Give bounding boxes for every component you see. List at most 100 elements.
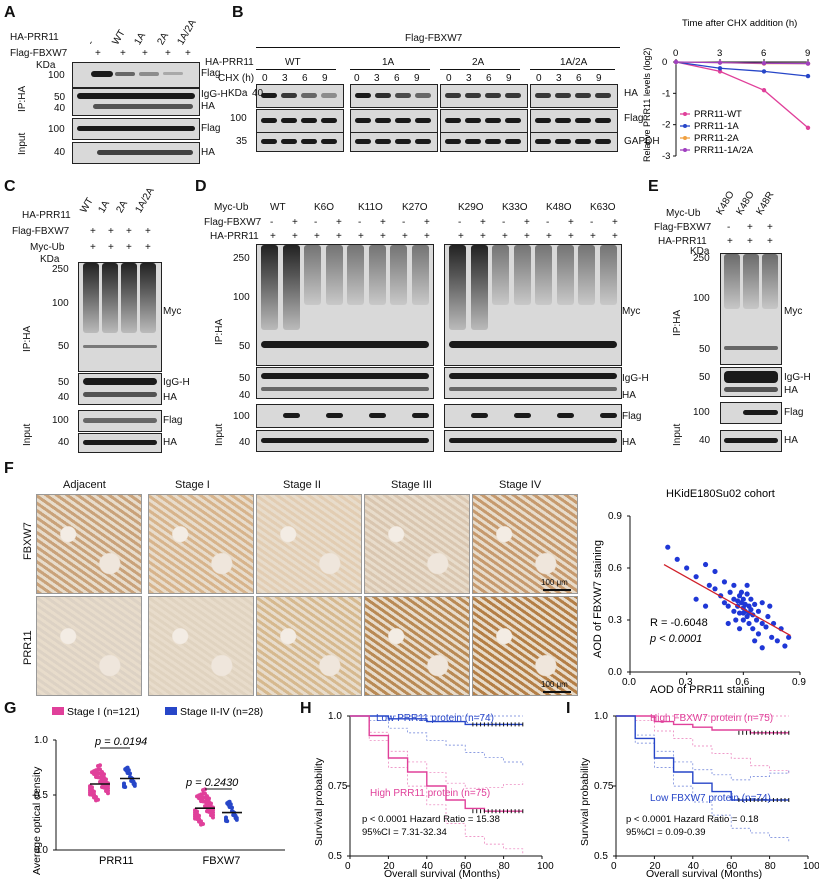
d-flag-mark: + (424, 217, 430, 228)
f-ihc-image (36, 596, 142, 696)
b-series-line (675, 61, 809, 65)
i-km-curve (616, 715, 789, 801)
b-blot-strip (530, 109, 618, 133)
b-chart-title: Time after CHX addition (h) (682, 18, 797, 29)
b-band (395, 139, 411, 144)
b-band (355, 139, 371, 144)
a-blot-input-ha (72, 142, 200, 164)
b-band (261, 139, 277, 144)
g-dot (199, 819, 203, 824)
f-scatter-point (752, 601, 758, 607)
a-col-mark: WT (110, 28, 128, 47)
a-plus: + (95, 48, 101, 59)
d-band-label: HA (622, 437, 636, 448)
e-col: K48O (734, 189, 757, 217)
a-marker: 40 (54, 147, 66, 158)
g-dot (195, 809, 199, 814)
f-column-label: Stage I (175, 479, 210, 491)
g-ytick-label: 0.5 (34, 790, 48, 801)
f-scatter-point (702, 603, 709, 609)
f-xtick-label: 0.9 (792, 677, 806, 688)
f-xtick-label: 0.6 (735, 677, 749, 688)
g-p2: p = 0.2430 (185, 777, 239, 789)
i-high-label: High FBXW7 protein (n=75) (650, 713, 773, 724)
i-xtick-label: 60 (726, 861, 738, 872)
d-marker: 50 (239, 373, 251, 384)
g-dot (128, 771, 132, 776)
c-col: 2A (114, 198, 131, 215)
f-scatter-point (750, 626, 756, 632)
f-scatter-point (727, 589, 733, 595)
e-flag-mark: + (747, 222, 753, 233)
c-col: 1A (96, 198, 113, 215)
d-flag-mark: + (568, 217, 574, 228)
d-flag-mark: + (612, 217, 618, 228)
f-scatter-point (702, 561, 709, 568)
b-blot-strip (256, 109, 344, 133)
b-band (395, 93, 411, 98)
f-correlation-scatter: HKidE180Su02 cohort 0.0 0.3 0.6 0.9 0.0 0.3 0.… (592, 488, 806, 696)
d-ha-mark: + (502, 231, 508, 242)
b-band (535, 139, 551, 144)
h-ylabel: Survival probability (313, 757, 325, 846)
b-time-label: 6 (576, 73, 582, 84)
b-series-point (717, 60, 723, 65)
a-plus: + (165, 48, 171, 59)
i-ci-lower (616, 715, 790, 776)
b-time-label: 0 (446, 73, 452, 84)
c-plus-mark: + (126, 242, 132, 253)
f-xtick-label: 0.3 (679, 677, 693, 688)
h-xtick-label: 40 (422, 861, 434, 872)
d-ha-mark: + (424, 231, 430, 242)
i-ci-lower (616, 715, 790, 843)
e-col: K48R (754, 189, 777, 217)
i-ylabel: Survival probability (579, 757, 591, 846)
f-xlabel: AOD of PRR11 staining (650, 684, 765, 696)
d-ub-label: K33O (502, 202, 528, 213)
d-band-50 (261, 341, 429, 348)
f-scatter-point (738, 589, 745, 595)
g-ytick-label: 0.0 (34, 845, 48, 856)
b-band (595, 93, 611, 98)
e-blot-igg-ha (720, 367, 782, 397)
b-time-label: 9 (322, 73, 328, 84)
f-ihc-image (148, 596, 254, 696)
d-smear (599, 245, 617, 305)
d-ha-mark: + (458, 231, 464, 242)
h-stat2: 95%CI = 7.31-32.34 (362, 827, 447, 838)
e-row-label: HA-PRR11 (658, 236, 707, 247)
d-smear (325, 245, 343, 305)
c-band-label: HA (163, 392, 177, 403)
d-smear (535, 245, 552, 305)
i-xtick-label: 40 (688, 861, 700, 872)
a-band-label: HA (201, 147, 215, 158)
i-ytick-label: 1.0 (594, 711, 608, 722)
b-band (301, 93, 317, 98)
b-group: 1A/2A (560, 57, 588, 68)
c-input-label: Input (22, 423, 33, 446)
b-band (595, 139, 611, 144)
g-ylabel: Average optical density (31, 766, 43, 875)
f-ihc-image (364, 494, 470, 594)
b-marker: 100 (230, 113, 247, 124)
d-smear (411, 245, 429, 305)
b-band (375, 139, 391, 144)
b-title: Flag-FBXW7 (405, 33, 463, 44)
d-band-flag (556, 413, 574, 418)
d-smear (390, 245, 407, 305)
d-ha-mark: + (612, 231, 618, 242)
i-ytick-label: 0.75 (594, 781, 614, 792)
d-ha-mark: + (380, 231, 386, 242)
f-scatter-point (736, 610, 743, 616)
d-marker: 40 (239, 390, 251, 401)
i-survival-chart: 0 20 40 60 80 100 0.5 0.75 1.0 High FBXW7 protei… (579, 711, 819, 880)
d-flag-mark: + (292, 217, 298, 228)
c-marker: 40 (58, 437, 70, 448)
g-dot (104, 777, 108, 782)
c-marker: 250 (52, 264, 69, 275)
b-blot-strip (350, 84, 438, 108)
b-time-label: 3 (556, 73, 562, 84)
d-blot-input-ha (256, 430, 434, 452)
b-band (321, 93, 337, 98)
h-xtick-label: 0 (345, 861, 351, 872)
